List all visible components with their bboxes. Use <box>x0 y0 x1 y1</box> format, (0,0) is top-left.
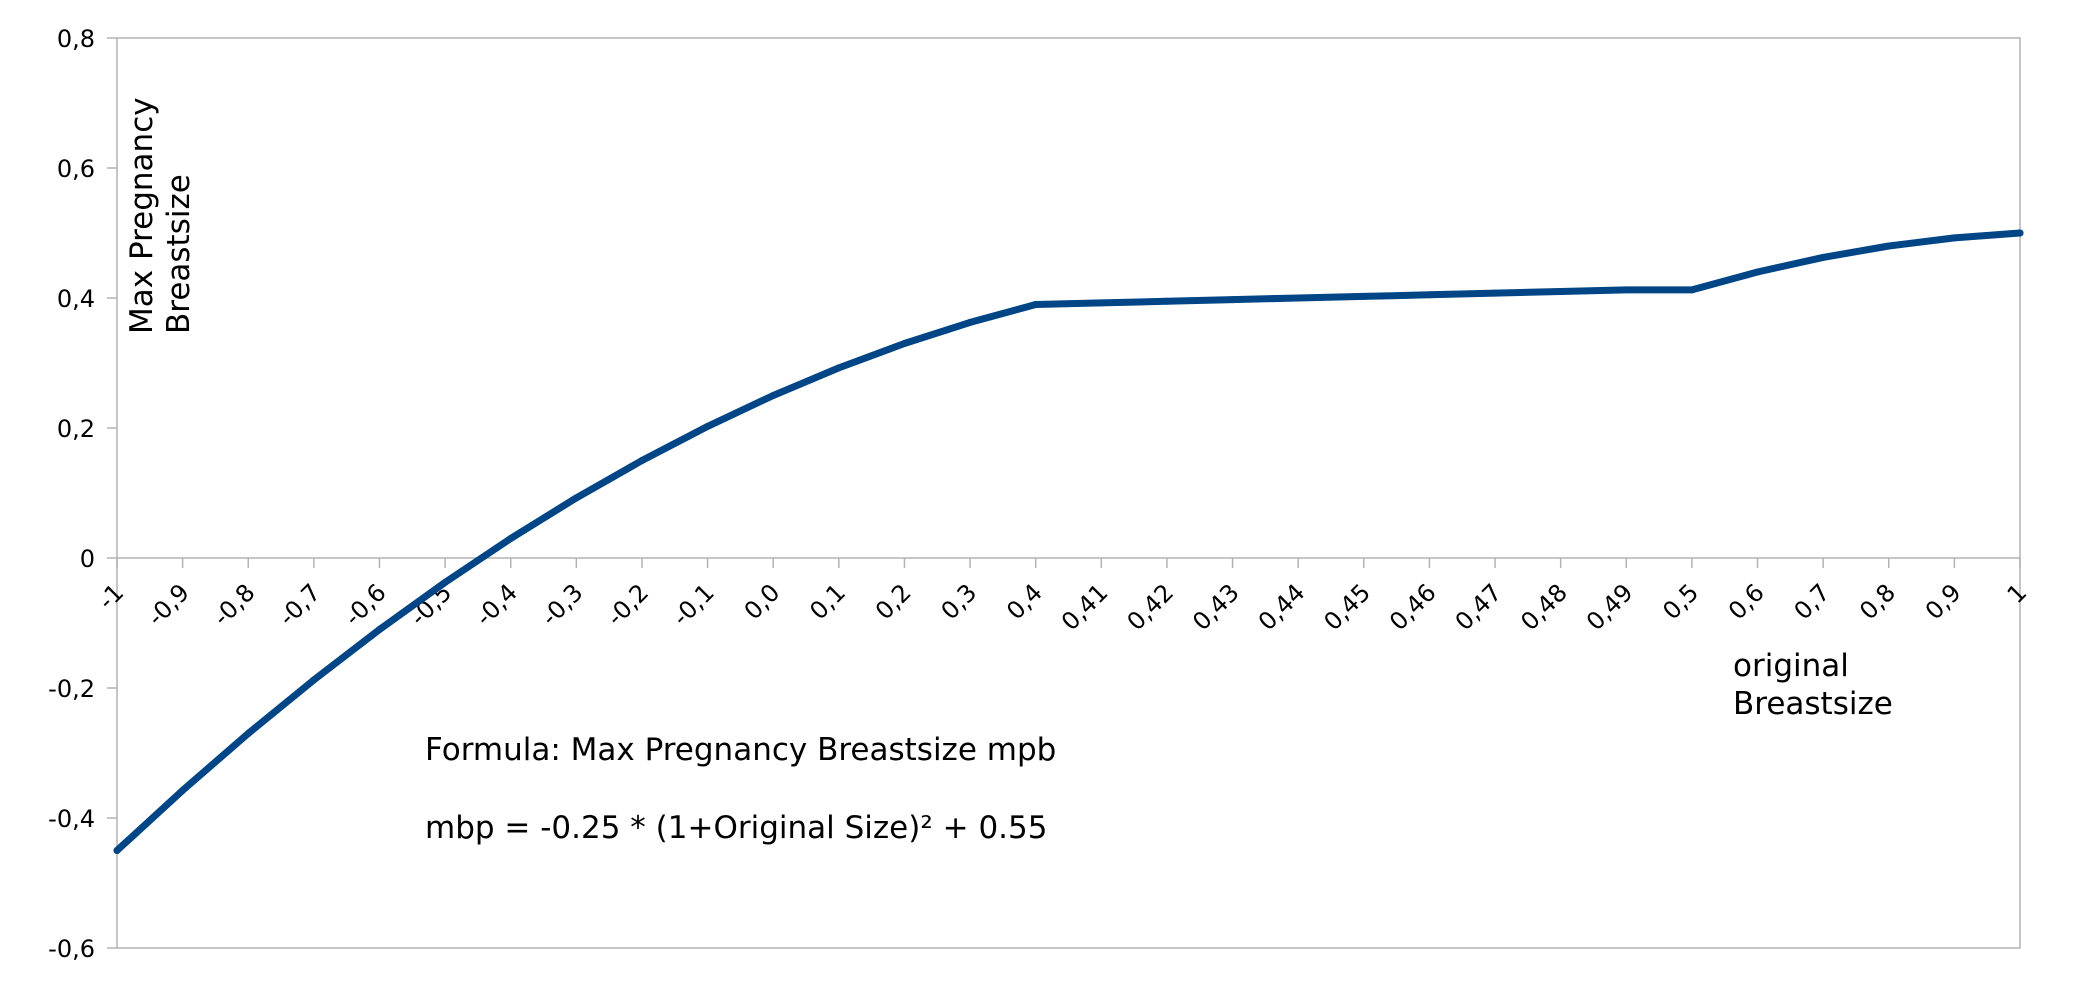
y-tick-label: -0,6 <box>48 935 95 963</box>
data-point <box>1491 289 1499 297</box>
data-point <box>1097 299 1105 307</box>
data-point <box>1229 296 1237 304</box>
data-point <box>310 676 318 684</box>
series-layer <box>113 229 2024 854</box>
data-point <box>2016 229 2024 237</box>
data-point <box>1360 292 1368 300</box>
y-tick-label: -0,2 <box>48 675 95 703</box>
data-point <box>1950 234 1958 242</box>
data-point <box>835 364 843 372</box>
data-point <box>244 730 252 737</box>
data-point <box>572 494 580 502</box>
data-point <box>1557 288 1565 295</box>
data-point <box>507 535 515 542</box>
data-point <box>179 786 187 794</box>
y-axis-title-line1: Max Pregnancy <box>124 97 160 334</box>
y-tick-label: 0,4 <box>57 285 95 313</box>
data-point <box>113 847 121 854</box>
y-tick-label: -0,4 <box>48 805 95 833</box>
formula-title: Formula: Max Pregnancy Breastsize mpb <box>425 732 1056 768</box>
data-point <box>1425 291 1433 299</box>
data-point <box>1163 297 1171 305</box>
y-tick-label: 0,2 <box>57 415 95 443</box>
plot-area <box>116 37 2021 949</box>
data-point <box>966 318 974 326</box>
y-tick-label: 0,8 <box>57 25 95 53</box>
formula-expression: mbp = -0.25 * (1+Original Size)² + 0.55 <box>425 810 1047 846</box>
data-point <box>1622 286 1630 294</box>
y-axis-title-line2: Breastsize <box>161 174 197 334</box>
data-point <box>900 340 908 347</box>
y-tick-label: 0,6 <box>57 155 95 183</box>
data-point <box>638 457 646 464</box>
x-axis-title-line2: Breastsize <box>1733 686 1893 722</box>
data-point <box>1754 268 1762 276</box>
data-point <box>769 392 777 399</box>
data-point <box>1032 301 1040 308</box>
data-point <box>704 422 712 430</box>
data-point <box>1688 286 1696 294</box>
data-point <box>441 578 449 586</box>
data-point <box>1294 294 1302 302</box>
data-point <box>1885 242 1893 250</box>
y-axis-ticks: -0,6 -0,4 -0,2 0 0,2 0,4 0,6 0,8 <box>48 25 117 963</box>
x-axis-title-line1: original <box>1733 648 1849 684</box>
data-point <box>375 626 383 633</box>
y-tick-label: 0 <box>80 545 95 573</box>
data-point <box>1819 253 1827 261</box>
series-line <box>113 229 2024 854</box>
